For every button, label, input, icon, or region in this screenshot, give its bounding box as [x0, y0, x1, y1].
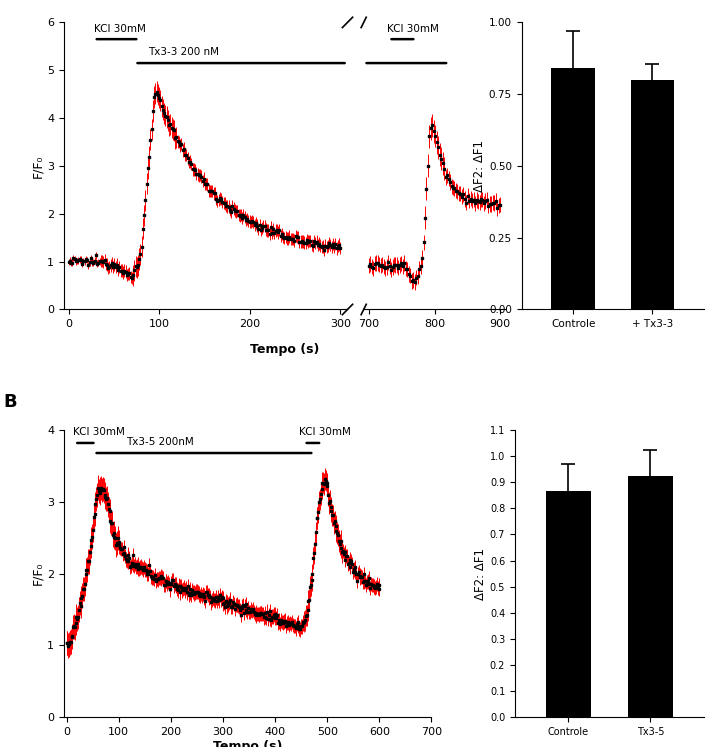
Y-axis label: ΔF2: ΔF1: ΔF2: ΔF1: [473, 140, 486, 192]
Y-axis label: F/F₀: F/F₀: [31, 155, 44, 178]
Text: KCl 30mM: KCl 30mM: [299, 427, 351, 436]
Text: Tempo (s): Tempo (s): [250, 343, 319, 356]
Y-axis label: ΔF2: ΔF1: ΔF2: ΔF1: [474, 548, 487, 600]
Text: KCl 30mM: KCl 30mM: [387, 25, 439, 34]
Text: KCl 30mM: KCl 30mM: [94, 25, 146, 34]
Text: B: B: [4, 394, 17, 412]
Text: KCl 30mM: KCl 30mM: [73, 427, 125, 436]
Bar: [551, 68, 595, 309]
Bar: [631, 80, 674, 309]
Text: Tx3-5 200nM: Tx3-5 200nM: [127, 436, 194, 447]
Y-axis label: F/F₀: F/F₀: [31, 562, 44, 585]
X-axis label: Tempo (s): Tempo (s): [213, 740, 282, 747]
Text: Tx3-3 200 nM: Tx3-3 200 nM: [148, 47, 219, 57]
Bar: [546, 492, 591, 717]
Bar: [628, 476, 673, 717]
